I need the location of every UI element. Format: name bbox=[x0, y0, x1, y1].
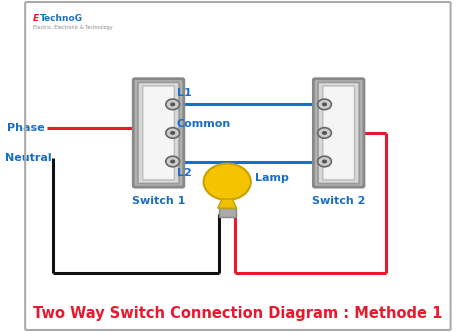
FancyBboxPatch shape bbox=[143, 86, 174, 180]
Text: Two Way Switch Connection Diagram : Methode 1: Two Way Switch Connection Diagram : Meth… bbox=[33, 306, 443, 321]
FancyBboxPatch shape bbox=[219, 208, 236, 217]
Text: E: E bbox=[33, 14, 39, 23]
Text: L1: L1 bbox=[177, 88, 191, 98]
FancyBboxPatch shape bbox=[138, 82, 179, 184]
Circle shape bbox=[322, 159, 327, 163]
Circle shape bbox=[322, 131, 327, 135]
Circle shape bbox=[170, 131, 175, 135]
Circle shape bbox=[318, 99, 331, 110]
FancyBboxPatch shape bbox=[313, 79, 364, 187]
Text: Common: Common bbox=[177, 119, 231, 129]
Circle shape bbox=[170, 102, 175, 106]
FancyBboxPatch shape bbox=[133, 79, 184, 187]
Text: Lamp: Lamp bbox=[255, 174, 289, 184]
Text: L2: L2 bbox=[177, 168, 191, 178]
Text: TechnoG: TechnoG bbox=[40, 14, 83, 23]
Text: Switch 1: Switch 1 bbox=[132, 196, 185, 206]
FancyBboxPatch shape bbox=[318, 82, 359, 184]
Text: Switch 2: Switch 2 bbox=[312, 196, 365, 206]
Circle shape bbox=[203, 164, 251, 200]
Circle shape bbox=[322, 102, 327, 106]
FancyBboxPatch shape bbox=[323, 86, 355, 180]
Circle shape bbox=[318, 127, 331, 138]
Circle shape bbox=[170, 159, 175, 163]
Circle shape bbox=[318, 156, 331, 167]
Text: Phase: Phase bbox=[7, 123, 45, 133]
Polygon shape bbox=[218, 199, 237, 208]
Text: Neutral: Neutral bbox=[5, 153, 51, 163]
Circle shape bbox=[166, 156, 180, 167]
Circle shape bbox=[166, 127, 180, 138]
Text: Electric, Electronic & Technology: Electric, Electronic & Technology bbox=[33, 26, 112, 31]
Circle shape bbox=[166, 99, 180, 110]
